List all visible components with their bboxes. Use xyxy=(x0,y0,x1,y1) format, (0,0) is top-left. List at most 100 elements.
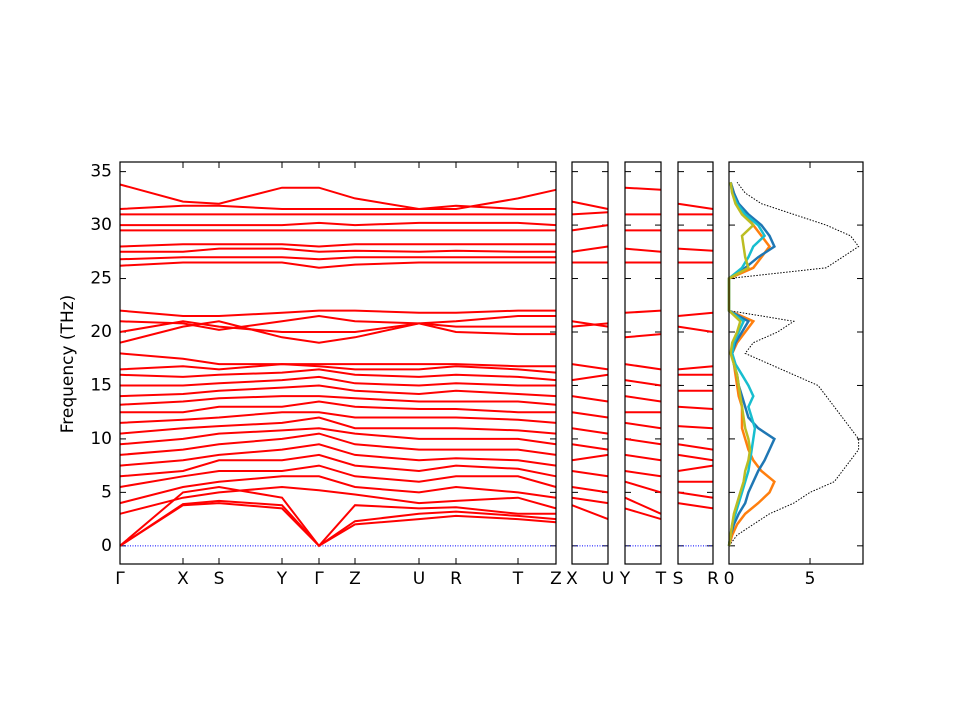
band xyxy=(119,363,557,374)
band xyxy=(119,256,556,261)
dos-curve xyxy=(727,182,756,546)
band xyxy=(120,221,557,227)
band xyxy=(624,247,662,253)
band xyxy=(119,384,557,398)
panel-frame xyxy=(624,161,662,565)
band xyxy=(571,496,609,505)
band xyxy=(119,443,557,467)
panel-frame xyxy=(728,161,864,565)
band xyxy=(571,322,609,328)
band xyxy=(119,352,556,368)
band xyxy=(571,320,609,328)
band xyxy=(624,437,662,446)
band xyxy=(119,453,557,478)
band xyxy=(119,485,557,515)
band xyxy=(624,453,662,462)
x-tick-label: T xyxy=(512,569,524,589)
band xyxy=(119,183,557,210)
x-tick-label: Z xyxy=(550,569,562,589)
x-tick-label: X xyxy=(177,569,189,589)
band xyxy=(119,485,556,548)
band xyxy=(624,480,662,494)
band xyxy=(119,475,557,505)
band xyxy=(119,243,556,248)
x-tick-label: U xyxy=(413,569,425,589)
x-tick-label: Γ xyxy=(314,569,324,589)
panel-frame xyxy=(571,161,609,565)
band xyxy=(571,245,609,253)
band xyxy=(119,204,556,210)
y-tick-label: 20 xyxy=(90,322,112,342)
band xyxy=(624,309,662,314)
x-tick-label: S xyxy=(673,569,684,589)
x-tick-label: Γ xyxy=(115,569,125,589)
x-tick-label: 0 xyxy=(724,569,735,589)
band xyxy=(571,211,609,216)
x-tick-label: Z xyxy=(349,569,361,589)
dos-curve xyxy=(727,182,767,546)
band xyxy=(677,405,714,410)
band xyxy=(571,453,609,462)
band xyxy=(571,411,609,419)
x-tick-label: S xyxy=(214,569,225,589)
y-tick-label: 30 xyxy=(90,215,112,235)
band xyxy=(119,261,556,269)
x-tick-label: R xyxy=(707,569,719,589)
band xyxy=(571,443,609,451)
y-tick-label: 10 xyxy=(90,429,112,449)
band xyxy=(624,507,662,521)
band xyxy=(119,502,557,548)
x-tick-label: T xyxy=(655,569,667,589)
y-tick-label: 35 xyxy=(90,162,112,182)
y-axis-label: Frequency (THz) xyxy=(58,295,78,434)
band xyxy=(677,464,714,472)
band xyxy=(677,325,714,333)
band xyxy=(677,491,714,499)
band xyxy=(677,502,714,510)
band xyxy=(624,363,662,371)
x-tick-label: X xyxy=(566,569,578,589)
panel-frame xyxy=(119,161,557,565)
band xyxy=(119,395,557,406)
band xyxy=(624,496,662,515)
y-tick-label: 0 xyxy=(101,536,112,556)
band xyxy=(624,186,662,191)
band xyxy=(571,395,609,403)
band xyxy=(571,224,609,232)
band xyxy=(120,400,556,414)
x-tick-label: 5 xyxy=(805,569,816,589)
band xyxy=(571,373,609,382)
band xyxy=(677,443,714,451)
band xyxy=(624,379,662,387)
band xyxy=(677,311,714,317)
x-tick-label: Y xyxy=(276,569,288,589)
band xyxy=(120,375,556,387)
band xyxy=(571,486,609,494)
band xyxy=(119,416,557,435)
band xyxy=(119,427,557,446)
band xyxy=(119,499,557,548)
band xyxy=(119,411,557,424)
x-tick-label: R xyxy=(450,569,462,589)
band xyxy=(677,365,714,371)
band xyxy=(571,427,609,435)
band xyxy=(624,395,662,403)
x-tick-label: U xyxy=(602,569,614,589)
x-tick-label: Y xyxy=(619,569,631,589)
band xyxy=(677,425,714,430)
band xyxy=(571,470,609,478)
band xyxy=(119,368,557,382)
band xyxy=(624,470,662,478)
band xyxy=(120,247,556,253)
band xyxy=(571,504,609,521)
y-tick-label: 25 xyxy=(90,269,112,289)
band xyxy=(119,320,556,333)
band xyxy=(119,464,557,488)
band xyxy=(119,314,556,331)
band xyxy=(119,309,556,317)
band xyxy=(677,453,714,462)
band xyxy=(624,421,662,430)
y-tick-label: 15 xyxy=(90,375,112,395)
panel-frame xyxy=(677,161,714,565)
